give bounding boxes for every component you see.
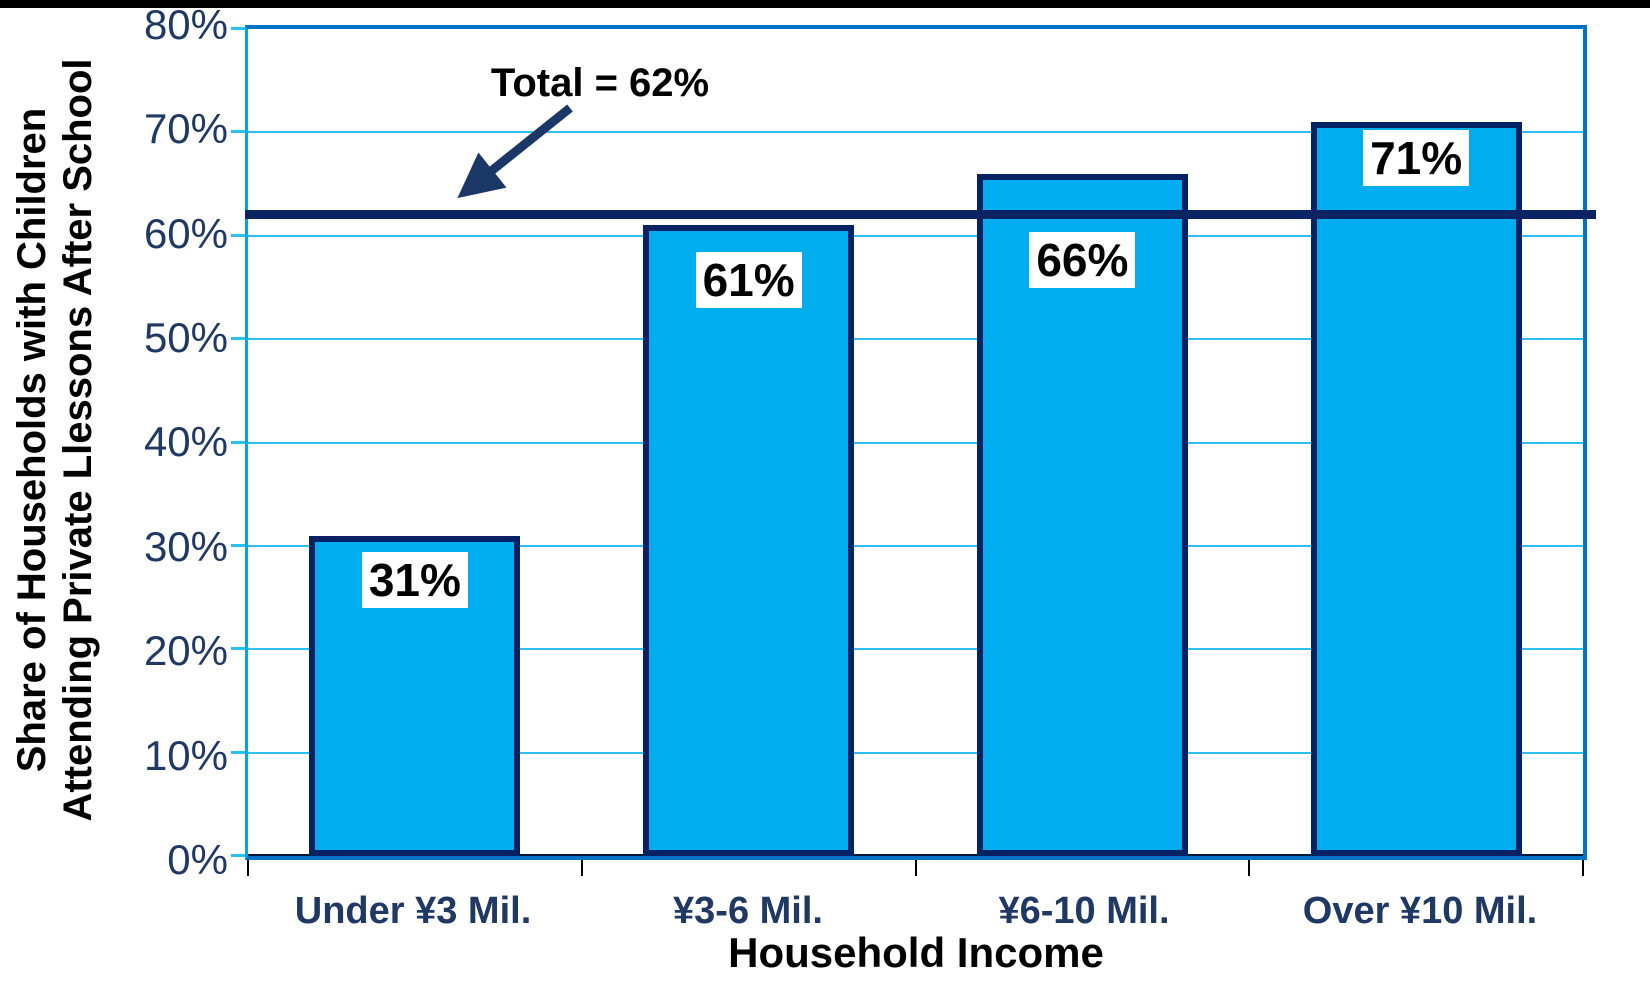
x-axis-tick-mark: [247, 860, 249, 876]
y-axis-tick-mark: [231, 543, 245, 547]
x-category-label-1: Under ¥3 Mil.: [294, 890, 532, 932]
bar-3-6-mil: [643, 225, 855, 856]
y-tick-label-0: 0%: [167, 836, 228, 883]
bar-value-label-1: 31%: [361, 552, 468, 608]
x-category-label-2: ¥3-6 Mil.: [673, 890, 823, 932]
x-axis-tick-mark: [914, 860, 917, 876]
gridline-30: [248, 544, 1583, 547]
gridline-40: [248, 441, 1583, 444]
y-axis-tick-mark: [231, 27, 245, 30]
y-tick-label-20: 20%: [143, 627, 228, 674]
y-axis-tick-mark: [231, 440, 245, 444]
total-annotation-label: Total = 62%: [490, 61, 710, 105]
x-axis-tick-mark: [1582, 860, 1584, 876]
total-reference-line: [245, 210, 1596, 220]
y-tick-label-80: 80%: [143, 1, 228, 48]
bar-value-label-3: 66%: [1029, 232, 1136, 288]
gridline-50: [248, 338, 1583, 341]
top-border-bar: [0, 0, 1650, 8]
x-axis-tick-mark: [580, 860, 583, 876]
y-tick-label-70: 70%: [143, 105, 228, 152]
bar-over-10-mil: [1310, 122, 1522, 856]
y-axis-tick-mark: [231, 750, 245, 754]
bar-value-label-4: 71%: [1363, 130, 1470, 186]
bar-value-label-2: 61%: [695, 252, 802, 308]
y-tick-label-40: 40%: [143, 418, 228, 465]
annotation-arrow-icon: [457, 104, 573, 199]
x-axis-tick-mark: [1248, 860, 1251, 876]
gridline-10: [248, 751, 1583, 754]
gridline-60: [248, 234, 1583, 237]
y-tick-label-50: 50%: [143, 314, 228, 361]
y-axis-tick-mark: [231, 130, 245, 134]
gridline-20: [248, 648, 1583, 651]
plot-area: 31% 61% 66% 71%: [231, 25, 1596, 876]
x-axis-line: [248, 854, 1583, 856]
y-axis-tick-mark: [231, 233, 245, 237]
x-axis-title: Household Income: [728, 929, 1104, 976]
x-category-label-3: ¥6-10 Mil.: [998, 890, 1170, 932]
y-axis-tick-mark: [231, 337, 245, 341]
gridline-70: [248, 131, 1583, 134]
x-category-label-4: Over ¥10 Mil.: [1302, 890, 1538, 932]
y-axis-tick-mark: [231, 854, 245, 857]
y-tick-label-30: 30%: [143, 523, 228, 570]
y-tick-label-60: 60%: [143, 210, 228, 257]
y-tick-label-10: 10%: [143, 732, 228, 779]
y-axis-tick-mark: [231, 647, 245, 651]
